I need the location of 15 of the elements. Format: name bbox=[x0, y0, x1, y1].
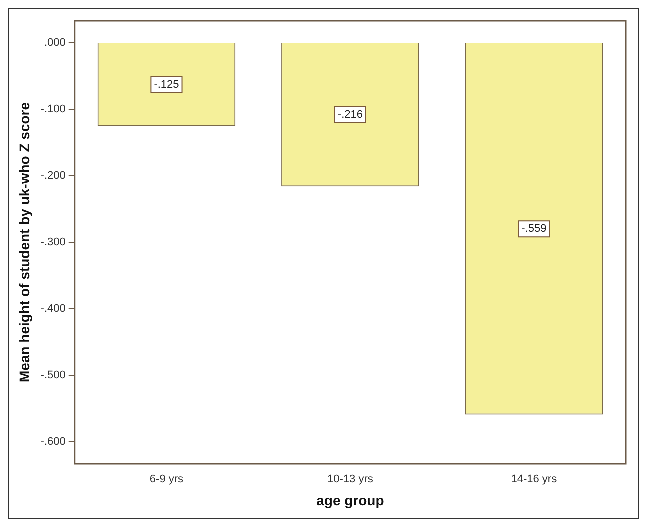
x-axis-title: age group bbox=[316, 492, 384, 508]
x-tick-label: 10-13 yrs bbox=[328, 474, 374, 486]
y-tick-label: -.300 bbox=[40, 236, 66, 249]
data-label: -.125 bbox=[154, 78, 180, 91]
y-tick-label: -.200 bbox=[40, 170, 66, 182]
data-label: -.559 bbox=[522, 223, 547, 236]
y-tick-label: -.400 bbox=[40, 303, 66, 316]
y-tick-label: -.500 bbox=[40, 370, 66, 382]
y-axis-title: Mean height of student by uk-who Z score bbox=[16, 102, 32, 383]
y-tick-label: -.600 bbox=[40, 436, 66, 448]
y-tick-label: -.100 bbox=[40, 104, 66, 116]
data-label: -.216 bbox=[338, 109, 363, 122]
x-tick-label: 6-9 yrs bbox=[150, 474, 184, 486]
y-tick-label: .000 bbox=[44, 36, 66, 49]
x-tick-label: 14-16 yrs bbox=[511, 474, 558, 486]
